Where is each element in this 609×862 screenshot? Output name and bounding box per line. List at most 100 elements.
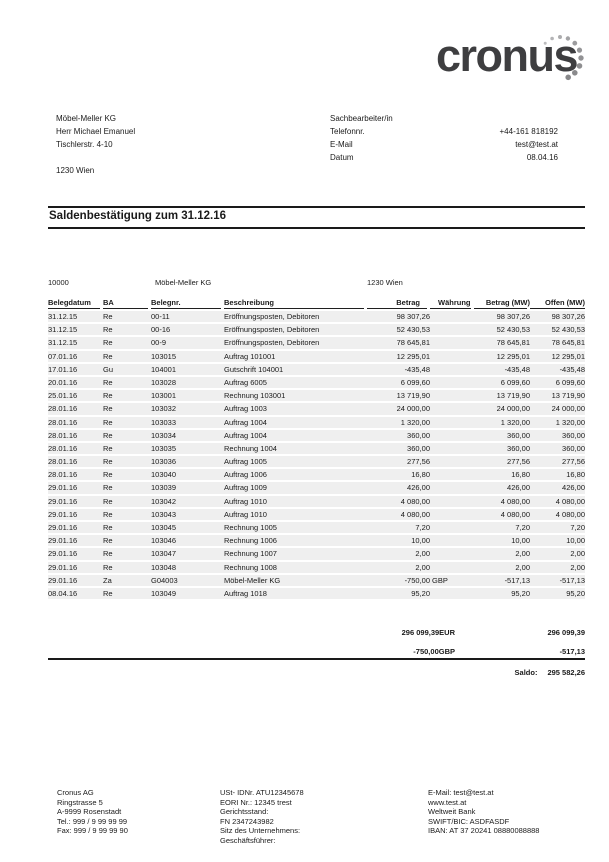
table-body: 31.12.15 Re 00-11 Eröffnungsposten, Debi…	[48, 311, 585, 601]
cell-betrag-mw: 2,00	[515, 562, 530, 572]
footer-line: FN 2347243982	[220, 816, 274, 826]
info-row: Datum 08.04.16	[330, 151, 558, 164]
footer-line: A-9999 Rosenstadt	[57, 807, 122, 816]
cell-offen-mw: 52 430,53	[551, 325, 585, 335]
cell-belegnr: 103047	[151, 549, 177, 559]
cell-betrag: 78 645,81	[396, 338, 430, 348]
cell-betrag: 12 295,01	[396, 351, 430, 361]
info-value: 08.04.16	[526, 153, 558, 162]
cell-betrag: 98 307,26	[396, 312, 430, 321]
cell-belegdatum: 08.04.16	[48, 588, 78, 598]
account-city: 1230 Wien	[367, 278, 403, 287]
cell-belegnr: 103039	[151, 483, 177, 493]
cell-betrag-mw: 2,00	[515, 549, 530, 559]
cell-belegdatum: 28.01.16	[48, 457, 78, 467]
cell-ba: Re	[103, 351, 113, 361]
footer-bank-block: E-Mail: test@test.at www.test.at Weltweit …	[428, 788, 539, 836]
cell-belegdatum: 29.01.16	[48, 536, 78, 546]
cell-waehrung	[430, 390, 474, 401]
cell-betrag-mw: 360,00	[507, 443, 530, 453]
cell-beschreibung: Eröffnungsposten, Debitoren	[224, 312, 320, 321]
table-header-row: Belegdatum BA Belegnr. Beschreibung Betr…	[48, 298, 585, 309]
cell-ba: Re	[103, 391, 113, 401]
cell-betrag: 95,20	[411, 588, 430, 598]
cell-offen-mw: 360,00	[562, 430, 585, 440]
cell-betrag: 426,00	[407, 483, 430, 493]
cell-beschreibung: Rechnung 1006	[224, 536, 277, 546]
cell-betrag-mw: 426,00	[507, 483, 530, 493]
cell-belegdatum: 29.01.16	[48, 509, 78, 519]
table-row: 20.01.16 Re 103028 Auftrag 6005 6 099,60…	[48, 376, 585, 389]
header-betrag-mw: Betrag (MW)	[474, 298, 530, 309]
footer-line: Fax: 999 / 9 99 99 90	[57, 826, 128, 835]
currency-total-eur: 296 099,39EUR 296 099,39	[48, 628, 585, 637]
table-row: 29.01.16 Za G04003 Möbel-Meller KG -750,…	[48, 574, 585, 586]
contact-info-block: Sachbearbeiter/in Telefonnr. +44-161 818…	[330, 112, 558, 164]
logo-dots-icon	[543, 35, 584, 81]
cell-betrag: 6 099,60	[400, 377, 430, 387]
table-row: 28.01.16 Re 103032 Auftrag 1003 24 000,0…	[48, 403, 585, 415]
cell-waehrung	[430, 403, 474, 414]
cell-beschreibung: Auftrag 1018	[224, 588, 267, 598]
cell-waehrung	[430, 443, 474, 454]
cell-waehrung	[430, 496, 474, 507]
info-row: Telefonnr. +44-161 818192	[330, 125, 558, 138]
cell-betrag: 24 000,00	[396, 404, 430, 414]
cell-offen-mw: 2,00	[570, 549, 585, 559]
cell-waehrung	[430, 482, 474, 493]
cell-belegdatum: 31.12.15	[48, 312, 78, 321]
cell-offen-mw: 16,80	[566, 470, 585, 480]
cell-beschreibung: Rechnung 1007	[224, 549, 277, 559]
cell-belegdatum: 28.01.16	[48, 417, 78, 427]
account-meta-row: 10000 Möbel-Meller KG 1230 Wien	[48, 278, 585, 288]
cell-offen-mw: 6 099,60	[555, 377, 585, 387]
table-row: 29.01.16 Re 103043 Auftrag 1010 4 080,00…	[48, 508, 585, 520]
footer-line: Tel.: 999 / 9 99 99 99	[57, 816, 128, 826]
total-offen-gbp: -517,13	[559, 647, 585, 656]
cell-betrag: -750,00	[404, 575, 430, 585]
cell-waehrung	[430, 430, 474, 441]
cell-betrag-mw: 277,56	[507, 457, 530, 467]
cell-belegnr: 103049	[151, 588, 177, 598]
cell-waehrung	[430, 509, 474, 520]
cell-beschreibung: Auftrag 101001	[224, 351, 276, 361]
cell-belegnr: 103015	[151, 351, 177, 361]
cell-ba: Re	[103, 457, 113, 467]
cell-betrag: 4 080,00	[400, 509, 430, 519]
cell-waehrung	[430, 417, 474, 428]
cell-ba: Re	[103, 443, 113, 453]
table-row: 28.01.16 Re 103040 Auftrag 1006 16,80 16…	[48, 469, 585, 481]
header-belegnr: Belegnr.	[151, 298, 224, 309]
cell-offen-mw: 4 080,00	[555, 509, 585, 519]
header-offen-mw: Offen (MW)	[530, 298, 585, 309]
cell-betrag-mw: 78 645,81	[496, 338, 530, 348]
cell-belegnr: 103001	[151, 391, 177, 401]
cell-beschreibung: Gutschrift 104001	[224, 364, 284, 374]
cell-betrag: 277,56	[407, 457, 430, 467]
cell-ba: Re	[103, 523, 113, 532]
header-beschreibung: Beschreibung	[224, 298, 367, 309]
cell-waehrung	[430, 535, 474, 546]
footer-company-block: Cronus AG Ringstrasse 5 A-9999 Rosenstadt T…	[57, 788, 128, 836]
cell-belegnr: 103043	[151, 509, 177, 519]
cell-belegnr: 103028	[151, 377, 177, 387]
recipient-line: Tischlerstr. 4-10	[56, 140, 113, 149]
cell-beschreibung: Auftrag 1003	[224, 404, 267, 414]
table-row: 31.12.15 Re 00-9 Eröffnungsposten, Debit…	[48, 337, 585, 349]
cell-beschreibung: Rechnung 1004	[224, 443, 277, 453]
table-row: 25.01.16 Re 103001 Rechnung 103001 13 71…	[48, 390, 585, 402]
recipient-line: Herr Michael Emanuel	[56, 127, 136, 136]
info-label: Datum	[330, 153, 354, 162]
cell-betrag: 16,80	[411, 470, 430, 480]
cell-beschreibung: Auftrag 1005	[224, 457, 267, 467]
table-row: 29.01.16 Re 103039 Auftrag 1009 426,00 4…	[48, 482, 585, 494]
cell-belegnr: 103045	[151, 523, 177, 532]
recipient-lines: Möbel-Meller KG Herr Michael Emanuel Tis…	[56, 112, 135, 151]
cell-waehrung	[430, 351, 474, 362]
cell-belegnr: 103032	[151, 404, 177, 414]
cell-belegnr: 00-11	[151, 312, 170, 321]
saldo-row: Saldo: 295 582,26	[48, 668, 585, 677]
info-value: +44-161 818192	[499, 127, 559, 136]
cell-offen-mw: 78 645,81	[551, 338, 585, 348]
